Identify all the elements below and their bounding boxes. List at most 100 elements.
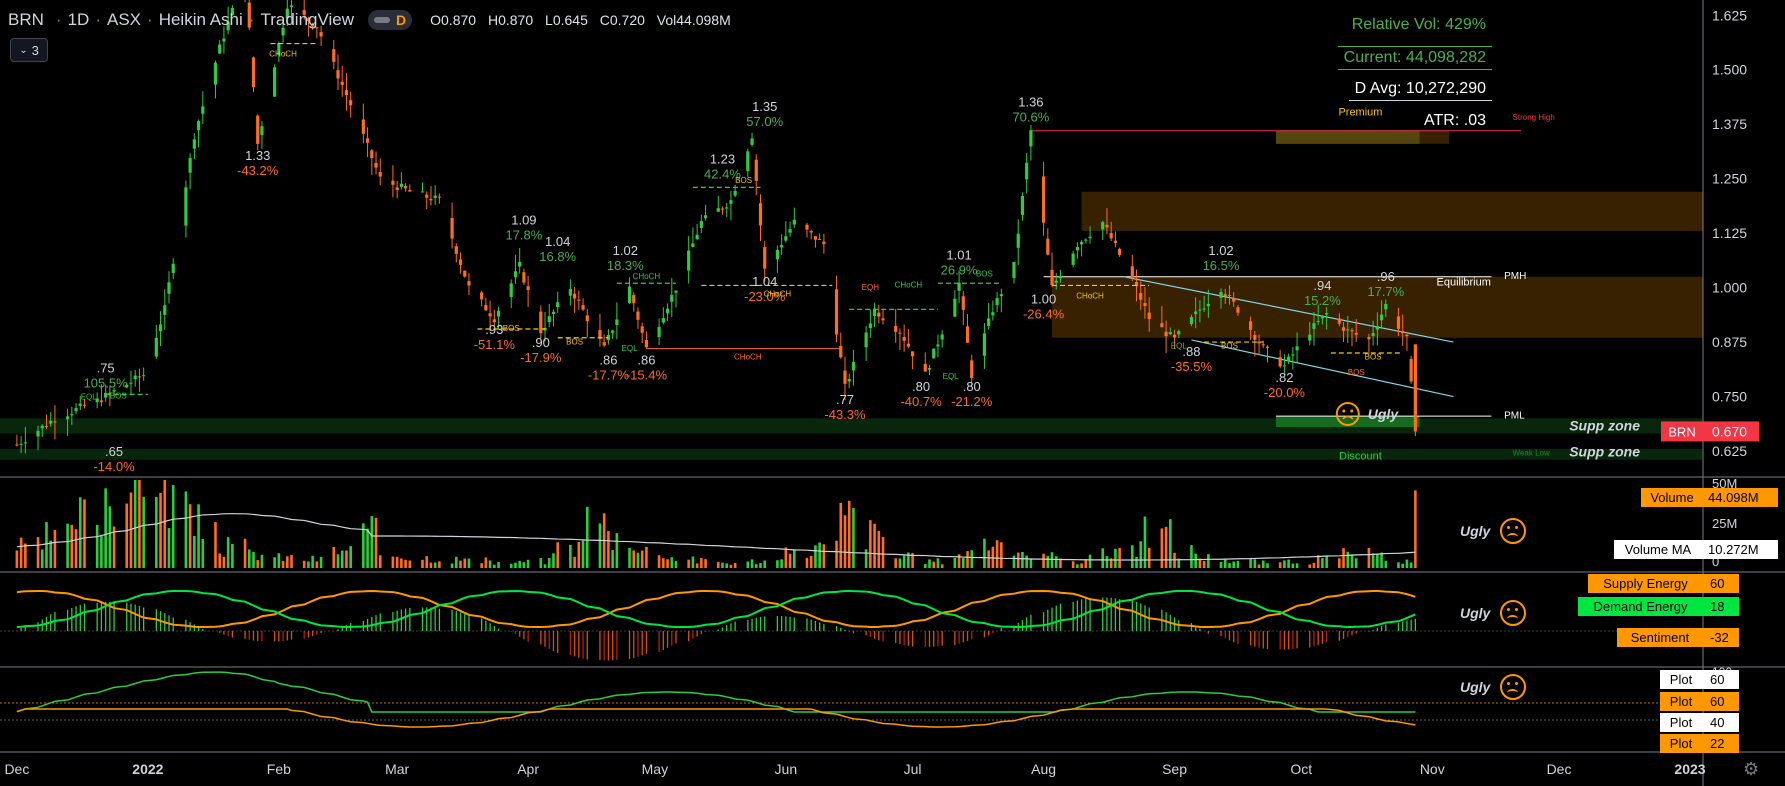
volume-bar (1118, 547, 1121, 568)
swing-low-price: .80 (963, 379, 981, 394)
volume-bar (847, 500, 851, 568)
energy-group (20, 597, 1417, 661)
candle-body (344, 90, 349, 96)
volume-bar (1207, 554, 1210, 568)
volume-bar (1380, 552, 1383, 568)
pmh-label: PMH (1504, 271, 1526, 282)
pml-label: PML (1504, 410, 1525, 421)
volume-bar (70, 524, 74, 568)
volume-bar (1177, 558, 1181, 568)
candle-body (1282, 365, 1286, 367)
indicators-collapse-button[interactable]: ⌄ 3 (10, 38, 48, 62)
volume-bar (662, 558, 665, 568)
volume-bar (286, 556, 289, 568)
candle-body (319, 32, 323, 37)
volume-bar (1143, 516, 1147, 568)
volume-bar (628, 547, 631, 568)
candle-body (315, 27, 319, 29)
volume-bar (378, 555, 382, 568)
volume-bar (962, 557, 965, 568)
candle-body (1346, 329, 1350, 331)
volume-bar (873, 523, 876, 568)
volume-bar (53, 530, 57, 568)
candle-body (1227, 295, 1232, 297)
volume-bar (1160, 528, 1164, 568)
volume-bar (1283, 560, 1286, 568)
candle-body (813, 236, 818, 240)
y-tick-label: 1.625 (1712, 7, 1747, 23)
candle-body (1134, 281, 1139, 287)
volume-bar (408, 560, 412, 568)
volume-bar (923, 564, 927, 568)
open-value: O0.870 (430, 12, 477, 28)
candle-body (256, 115, 260, 144)
volume-ma-tag (1614, 540, 1703, 559)
volume-bar (1088, 554, 1092, 568)
candle-body (1396, 316, 1401, 329)
volume-bar (1194, 553, 1197, 568)
swing-low-pct: -26.4% (1023, 307, 1065, 322)
x-tick-label: Mar (385, 761, 409, 777)
candle-body (1113, 240, 1117, 243)
swing-low-pct: -43.3% (824, 407, 866, 422)
volume-bar (1414, 490, 1417, 568)
swing-high-price: .94 (1313, 278, 1331, 293)
volume-bar (133, 480, 137, 568)
swing-low-price: .80 (912, 379, 930, 394)
candle-body (818, 238, 822, 240)
volume-bar (125, 503, 129, 568)
volume-bar (433, 562, 437, 568)
swing-low-price: .65 (105, 444, 123, 459)
candle-body (699, 221, 703, 228)
volume-bar (425, 556, 429, 568)
candle-body (158, 324, 163, 332)
candle-body (370, 150, 374, 159)
volume-bar (1350, 554, 1354, 568)
x-tick-label: Jul (904, 761, 922, 777)
sad-face-eye (1342, 409, 1346, 413)
volume-bar (1109, 558, 1113, 568)
candle-body (1257, 341, 1261, 344)
candle-body (805, 224, 809, 230)
volume-value: 44.098M (1708, 490, 1759, 505)
osc-value: 22 (1710, 736, 1724, 751)
volume-bar (725, 563, 728, 568)
candle-body (936, 344, 940, 347)
swing-high-pct: 70.6% (1012, 110, 1049, 125)
symbol-label[interactable]: BRN (8, 10, 44, 29)
demand-energy-line (16, 590, 1416, 629)
chart-style-label: Heikin Ashi (158, 10, 243, 29)
volume-bar (1354, 558, 1358, 568)
y-tick-label: 0.750 (1712, 389, 1747, 405)
volume-bar (1076, 564, 1079, 568)
candle-body (847, 379, 851, 382)
candle-body (573, 293, 577, 299)
y-tick-label: 1.500 (1712, 62, 1747, 78)
volume-bar (1114, 548, 1117, 568)
candle-body (226, 21, 230, 31)
volume-bar (763, 560, 767, 568)
candle-body (758, 203, 763, 226)
energy-legend-label: Supply Energy (1603, 576, 1688, 591)
osc-legend-label: Plot (1670, 694, 1693, 709)
structure-label-choch: CHoCH (895, 281, 923, 290)
structure-label-choch: CHoCH (633, 272, 661, 281)
interval-label[interactable]: 1D (67, 10, 90, 29)
candle-body (775, 249, 779, 260)
volume-ma-line (16, 513, 1416, 561)
volume-bar (488, 560, 492, 568)
volume-bar (983, 538, 986, 568)
settings-gear-icon[interactable]: ⚙ (1743, 759, 1760, 779)
swing-low-price: .88 (1182, 344, 1200, 359)
volume-bar (1401, 563, 1404, 568)
candle-body (467, 281, 471, 286)
candle-body (1379, 314, 1384, 321)
mode-toggle[interactable]: D (368, 10, 413, 30)
candle-body (716, 208, 720, 212)
candle-body (336, 70, 340, 79)
volume-bar (1190, 545, 1193, 568)
candle-body (251, 57, 256, 88)
candle-body (230, 8, 234, 15)
structure-label-bos: BOS (1221, 342, 1238, 351)
